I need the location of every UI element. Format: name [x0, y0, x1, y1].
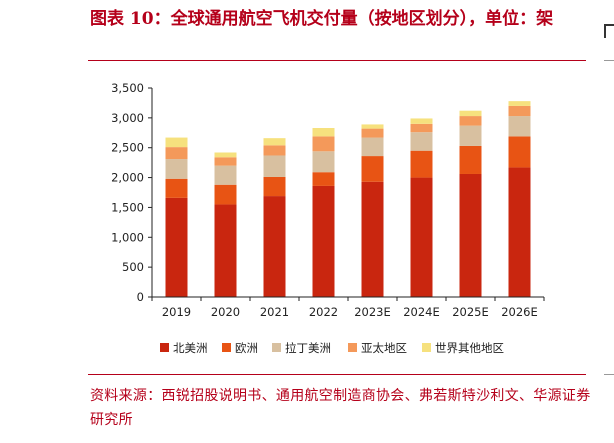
y-tick-label: 2,000 — [111, 171, 144, 185]
adjacent-page-divider-top — [604, 60, 614, 61]
bar-segment — [312, 128, 335, 137]
bar-segment — [410, 177, 433, 297]
bar-segment — [508, 136, 531, 168]
y-tick-label: 3,000 — [111, 111, 144, 125]
bar-segment — [361, 156, 384, 182]
bar-segment — [312, 151, 335, 173]
x-tick-label: 2023E — [354, 305, 391, 319]
bar-segment — [508, 116, 531, 137]
x-axis: 2019 2020 2021 2022 2023E 2024E 2025E 2026E — [151, 296, 545, 319]
adjacent-page-divider-bottom — [604, 374, 614, 375]
bar-segment — [459, 173, 482, 297]
bar-segment — [361, 128, 384, 138]
y-tick-label: 1,500 — [111, 200, 144, 214]
x-tick-label: 2026E — [501, 305, 538, 319]
bar-segment — [263, 196, 286, 297]
source-note: 资料来源：西锐招股说明书、通用航空制造商协会、弗若斯特沙利文、华源证券研究所 — [90, 388, 591, 428]
bar-segment — [165, 197, 188, 297]
bar-segment — [312, 185, 335, 297]
legend-swatch — [222, 343, 231, 352]
bar-segment — [508, 167, 531, 297]
bar-segment — [410, 132, 433, 151]
x-tick-label: 2021 — [260, 305, 289, 319]
x-tick-label: 2022 — [309, 305, 338, 319]
legend-label: 世界其他地区 — [435, 341, 504, 355]
y-tick-label: 2,500 — [111, 141, 144, 155]
bar-segment — [312, 136, 335, 152]
bar-segment — [410, 118, 433, 124]
x-tick-label: 2019 — [162, 305, 191, 319]
y-tick-label: 1,000 — [111, 230, 144, 244]
bar-segment — [459, 110, 482, 117]
bar-segment — [263, 145, 286, 156]
bar-segment — [165, 178, 188, 198]
chart-title: 图表 10：全球通用航空飞机交付量（按地区划分），单位：架 — [90, 9, 554, 29]
legend-swatch — [422, 343, 431, 352]
adjacent-page-edge-mark — [604, 24, 614, 38]
bar-segment — [361, 181, 384, 297]
bar-segment — [165, 159, 188, 179]
bar-segment — [361, 137, 384, 157]
legend-label: 北美洲 — [173, 341, 208, 355]
bar-segment — [508, 105, 531, 117]
bar-segment — [312, 172, 335, 186]
legend: 北美洲 欧洲 拉丁美洲 亚太地区 世界其他地区 — [160, 341, 504, 355]
x-tick-label: 2020 — [211, 305, 240, 319]
bar-segment — [263, 155, 286, 177]
bar-segment — [263, 138, 286, 146]
bar-segment — [410, 123, 433, 133]
bar-segment — [214, 204, 237, 297]
bar-segment — [459, 116, 482, 126]
y-tick-label: 0 — [137, 290, 144, 304]
bar-segment — [214, 165, 237, 185]
title-divider — [88, 60, 586, 61]
y-axis: 0 500 1,000 1,500 2,000 2,500 3,000 3,500 — [111, 81, 153, 304]
bar-segment — [214, 184, 237, 205]
legend-swatch — [272, 343, 281, 352]
bar-segment — [410, 150, 433, 178]
bar-segment — [165, 147, 188, 160]
bar-segment — [508, 101, 531, 106]
bar-stack-area — [165, 101, 531, 297]
x-tick-label: 2025E — [452, 305, 489, 319]
bar-segment — [459, 145, 482, 174]
x-tick-label: 2024E — [403, 305, 440, 319]
legend-swatch — [348, 343, 357, 352]
legend-label: 亚太地区 — [361, 341, 407, 355]
bar-segment — [263, 176, 286, 197]
bar-segment — [214, 157, 237, 166]
source-divider — [88, 374, 586, 375]
legend-label: 拉丁美洲 — [285, 341, 331, 355]
y-tick-label: 500 — [122, 260, 144, 274]
bar-segment — [214, 152, 237, 158]
legend-label: 欧洲 — [235, 341, 258, 355]
y-tick-label: 3,500 — [111, 81, 144, 95]
bar-segment — [361, 124, 384, 129]
bar-segment — [165, 137, 188, 148]
legend-swatch — [160, 343, 169, 352]
bar-segment — [459, 125, 482, 146]
